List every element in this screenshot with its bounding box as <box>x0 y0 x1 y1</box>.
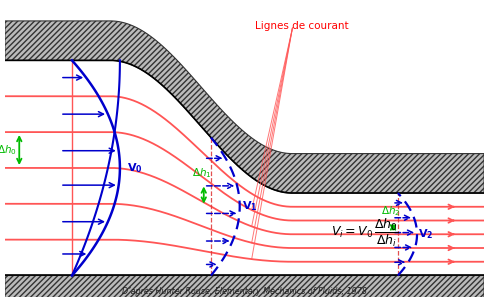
Text: $\Delta h_0$: $\Delta h_0$ <box>0 143 17 157</box>
Text: D’après Hunter Rouse, Elementary Mechanics of Fluids, 1978: D’après Hunter Rouse, Elementary Mechani… <box>122 286 366 296</box>
Text: $\mathbf{V_0}$: $\mathbf{V_0}$ <box>127 161 142 175</box>
Polygon shape <box>5 275 483 300</box>
Text: $\mathbf{V_1}$: $\mathbf{V_1}$ <box>242 200 257 214</box>
Text: $\Delta h_2$: $\Delta h_2$ <box>380 204 400 218</box>
Text: $\Delta h_1$: $\Delta h_1$ <box>191 166 211 180</box>
Text: Lignes de courant: Lignes de courant <box>255 21 348 31</box>
Text: $\mathbf{V_2}$: $\mathbf{V_2}$ <box>417 227 432 241</box>
Text: $V_i = V_0\,\dfrac{\Delta h_0}{\Delta h_i}$: $V_i = V_0\,\dfrac{\Delta h_0}{\Delta h_… <box>330 216 397 248</box>
Polygon shape <box>5 21 483 193</box>
